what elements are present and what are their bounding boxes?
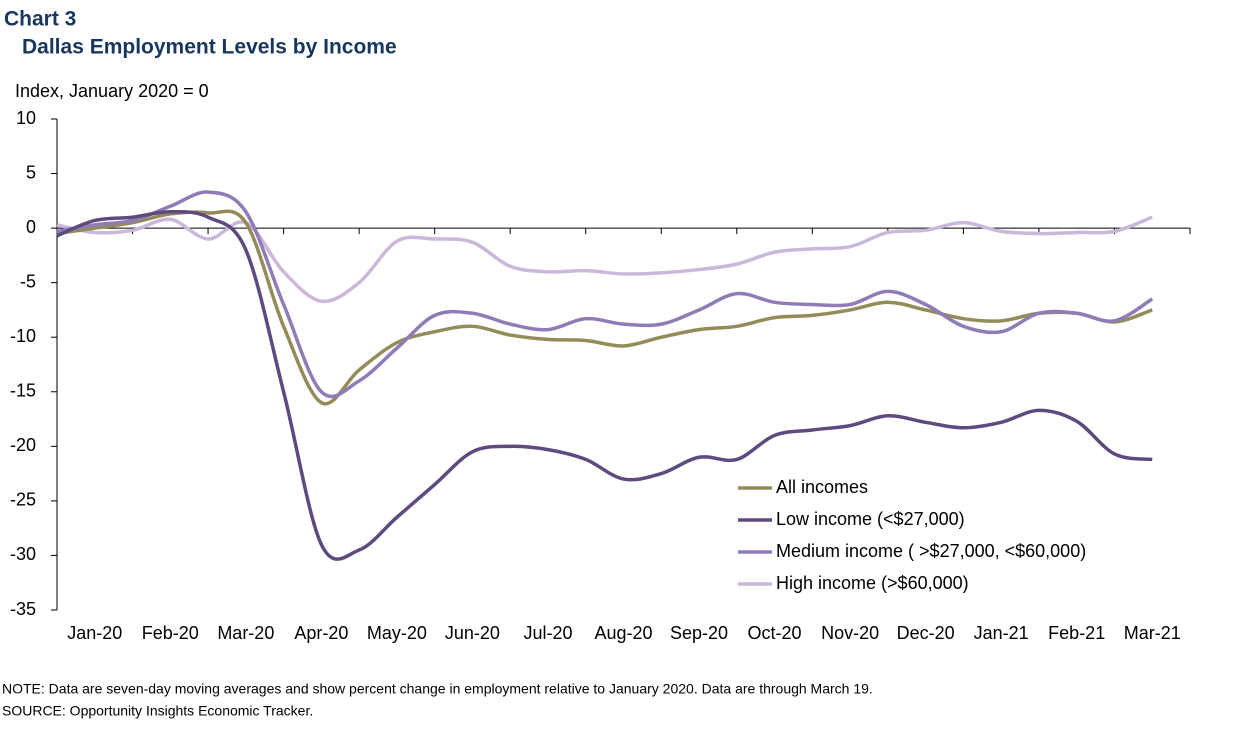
x-tick-label: Jul-20 xyxy=(523,623,572,643)
y-tick-label: 0 xyxy=(26,217,36,237)
legend-label: All incomes xyxy=(776,477,868,497)
y-tick-label: -10 xyxy=(10,326,36,346)
legend-label: High income (>$60,000) xyxy=(776,573,969,593)
series-line xyxy=(56,190,1154,399)
y-tick-label: 5 xyxy=(26,162,36,182)
y-tick-label: -20 xyxy=(10,435,36,455)
y-tick-label: -35 xyxy=(10,599,36,619)
series-line xyxy=(56,209,1153,406)
x-tick-label: Nov-20 xyxy=(821,623,879,643)
series-line xyxy=(56,215,1153,304)
y-axis-label: Index, January 2020 = 0 xyxy=(15,81,209,101)
x-tick-label: Mar-21 xyxy=(1124,623,1181,643)
x-tick-label: Jan-20 xyxy=(67,623,122,643)
chart-subtitle: Dallas Employment Levels by Income xyxy=(22,36,397,59)
x-tick-label: Jan-21 xyxy=(974,623,1029,643)
y-tick-label: -25 xyxy=(10,490,36,510)
series-line xyxy=(56,209,1153,561)
y-tick-label: -30 xyxy=(10,544,36,564)
legend-label: Low income (<$27,000) xyxy=(776,509,965,529)
source: SOURCE: Opportunity Insights Economic Tr… xyxy=(2,703,313,719)
x-tick-label: Dec-20 xyxy=(897,623,955,643)
x-tick-label: Oct-20 xyxy=(748,623,802,643)
chart-title: Chart 3 xyxy=(4,8,76,31)
note: NOTE: Data are seven-day moving averages… xyxy=(2,681,873,697)
x-tick-label: Apr-20 xyxy=(294,623,348,643)
y-tick-label: 10 xyxy=(16,108,36,128)
x-tick-label: Aug-20 xyxy=(594,623,652,643)
y-tick-label: -15 xyxy=(10,381,36,401)
x-tick-label: Feb-20 xyxy=(142,623,199,643)
x-tick-label: Feb-21 xyxy=(1048,623,1105,643)
x-tick-label: Jun-20 xyxy=(445,623,500,643)
y-tick-label: -5 xyxy=(20,271,36,291)
x-tick-label: Mar-20 xyxy=(217,623,274,643)
x-tick-label: May-20 xyxy=(367,623,427,643)
x-tick-label: Sep-20 xyxy=(670,623,728,643)
legend-label: Medium income ( >$27,000, <$60,000) xyxy=(776,541,1086,561)
